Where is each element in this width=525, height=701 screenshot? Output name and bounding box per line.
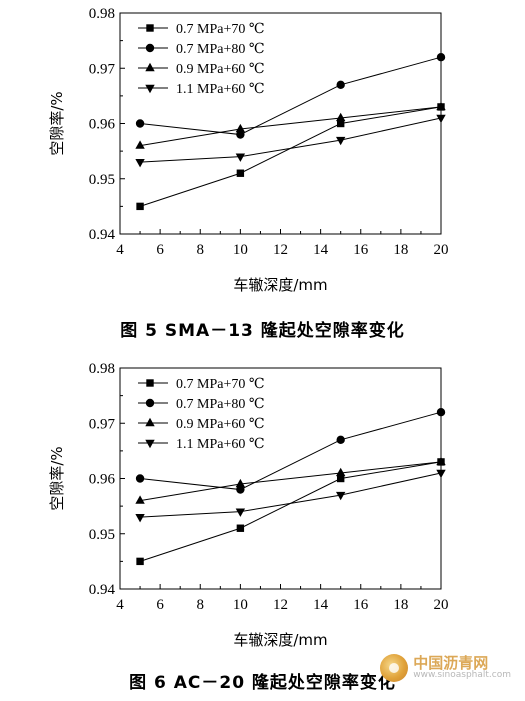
- fig5-x-tick-label: 10: [233, 242, 248, 258]
- fig5-series-4-line: [140, 117, 442, 163]
- fig5-x-tick-label: 14: [313, 242, 329, 258]
- fig6-x-tick-label: 18: [393, 597, 408, 613]
- fig5-series-1-point: [336, 119, 345, 128]
- fig5-legend-2-marker: [145, 43, 155, 53]
- fig5-series-1-line: [139, 106, 442, 207]
- fig6-series-2-point: [236, 485, 245, 494]
- globe-logo-icon: [380, 654, 409, 682]
- fig5-series-3-point: [335, 112, 346, 122]
- fig6-series-3-point: [235, 478, 246, 488]
- fig5-x-tick-label: 12: [273, 242, 288, 258]
- fig5-legend-2-label: 0.7 MPa+80 ℃: [176, 42, 265, 57]
- fig5-series-2-line: [140, 56, 442, 136]
- fig5-series-2-point: [336, 80, 345, 90]
- fig6-y-tick-label: 0.94: [89, 582, 116, 598]
- fig6-x-tick-label: 14: [313, 597, 329, 613]
- fig6-x-tick-label: 20: [434, 597, 449, 613]
- fig5-series-3-line: [139, 106, 442, 147]
- fig5-y-tick-label: 0.97: [89, 61, 116, 77]
- fig6-series-3-point: [335, 467, 346, 477]
- fig6-y-tick-label: 0.96: [89, 472, 116, 488]
- fig6-y-tick-label: 0.98: [89, 361, 115, 377]
- fig6-legend-3-marker: [145, 417, 155, 427]
- fig6-x-tick-label: 16: [353, 597, 369, 613]
- fig6-legend-3-label: 0.9 MPa+60 ℃: [176, 417, 265, 432]
- fig5-series-2-point: [436, 53, 446, 62]
- fig5-series-2-point: [135, 119, 145, 128]
- watermark-url: www.sinoasphalt.com: [413, 670, 511, 681]
- fig6-legend-1-marker: [146, 379, 154, 387]
- fig6-x-tick-label: 4: [116, 597, 124, 613]
- fig5-series-4-point: [436, 114, 446, 124]
- fig5-legend-4-marker: [145, 84, 155, 94]
- fig5-series-4-point: [235, 153, 246, 162]
- fig5-x-tick-label: 6: [156, 242, 164, 258]
- fig6-series-2-point: [336, 435, 345, 445]
- fig6-plot-frame: [119, 367, 442, 590]
- fig5-series-3-point: [235, 123, 246, 133]
- fig5-series-4-point: [335, 136, 346, 146]
- fig5-x-tick-label: 16: [353, 242, 369, 258]
- fig5-y-tick-label: 0.98: [89, 6, 115, 22]
- fig6-x-tick-label: 10: [233, 597, 248, 613]
- watermark: 中国沥青网 www.sinoasphalt.com: [380, 654, 511, 682]
- fig5-x-tick-label: 4: [116, 242, 124, 258]
- fig5-x-axis-label: 车辙深度/mm: [233, 276, 327, 294]
- fig6-series-4-line: [140, 472, 442, 518]
- fig5-y-axis-label: 空隙率/%: [48, 91, 66, 155]
- fig6-series-1-point: [336, 474, 345, 483]
- fig5-series-4-point: [135, 158, 145, 168]
- fig6-series-1-point: [236, 524, 245, 532]
- fig6-x-tick-label: 6: [156, 597, 164, 613]
- fig5-legend-4-label: 1.1 MPa+60 ℃: [176, 82, 265, 97]
- figure-6-caption: 图 6 AC－20 隆起处空隙率变化: [129, 673, 396, 693]
- fig6-y-tick-label: 0.97: [89, 416, 116, 432]
- fig6-x-axis-label: 车辙深度/mm: [233, 631, 327, 649]
- fig5-plot-frame: [119, 12, 442, 235]
- fig5-x-tick-label: 18: [393, 242, 408, 258]
- fig5-y-tick-label: 0.94: [89, 227, 116, 243]
- fig6-series-2-point: [436, 408, 446, 417]
- fig6-legend-4-marker: [145, 439, 155, 449]
- fig6-y-tick-label: 0.95: [89, 527, 115, 543]
- figure-5-caption: 图 5 SMA－13 隆起处空隙率变化: [120, 321, 405, 341]
- fig6-x-tick-label: 12: [273, 597, 288, 613]
- fig6-y-axis-label: 空隙率/%: [48, 446, 66, 510]
- fig6-series-3-point: [436, 456, 446, 466]
- fig6-series-4-point: [235, 508, 246, 517]
- watermark-name: 中国沥青网: [413, 653, 489, 672]
- fig6-series-1-point: [136, 557, 144, 566]
- fig5-series-3-point: [436, 101, 446, 111]
- fig6-series-1-line: [139, 461, 442, 562]
- fig5-series-1-point: [236, 169, 245, 177]
- fig5-x-tick-label: 20: [434, 242, 449, 258]
- fig5-series-1-point: [136, 202, 144, 211]
- fig5-legend-1-marker: [146, 24, 154, 32]
- fig5-y-tick-label: 0.95: [89, 172, 115, 188]
- fig6-series-2-line: [140, 411, 442, 491]
- fig6-legend-2-marker: [145, 398, 155, 408]
- fig6-x-tick-label: 8: [197, 597, 205, 613]
- fig5-legend-1-label: 0.7 MPa+70 ℃: [176, 22, 265, 37]
- fig5-series-3-point: [135, 140, 145, 149]
- fig6-legend-2-label: 0.7 MPa+80 ℃: [176, 397, 265, 412]
- fig5-y-tick-label: 0.96: [89, 117, 116, 133]
- fig5-legend-3-marker: [145, 62, 155, 72]
- fig6-series-4-point: [436, 469, 446, 479]
- fig6-series-4-point: [335, 491, 346, 501]
- fig5-x-tick-label: 8: [197, 242, 205, 258]
- fig6-legend-1-label: 0.7 MPa+70 ℃: [176, 377, 265, 392]
- fig6-series-3-line: [139, 461, 442, 502]
- fig6-series-2-point: [135, 474, 145, 483]
- fig6-series-3-point: [135, 495, 145, 504]
- fig5-legend-3-label: 0.9 MPa+60 ℃: [176, 62, 265, 77]
- fig6-legend-4-label: 1.1 MPa+60 ℃: [176, 437, 265, 452]
- fig6-series-4-point: [135, 513, 145, 523]
- fig5-series-2-point: [236, 130, 245, 139]
